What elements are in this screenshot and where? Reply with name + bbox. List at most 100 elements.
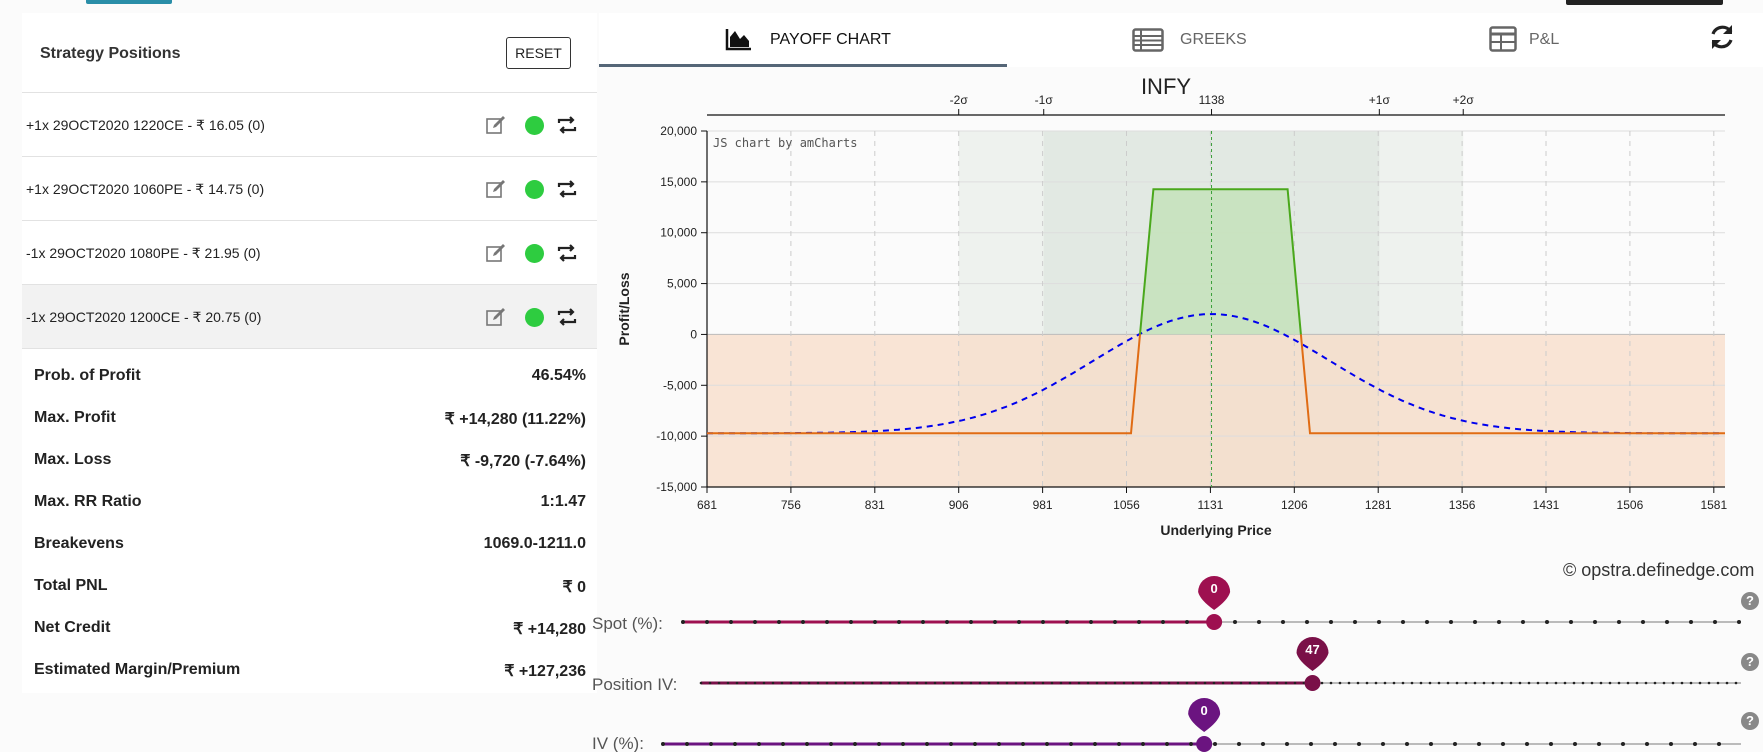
iv-slider[interactable]: 0 IV (%): ? [591, 692, 1763, 752]
status-dot-icon[interactable] [525, 180, 544, 199]
slider-step-dot [1165, 742, 1169, 746]
repeat-icon[interactable] [555, 305, 579, 334]
x-tick-label: 1056 [1113, 498, 1140, 512]
edit-icon[interactable] [484, 305, 508, 334]
slider-step-dot [1239, 681, 1243, 685]
spot-slider-label: Spot (%): [592, 614, 663, 633]
slider-step-dot [1549, 742, 1553, 746]
metric-value: ₹ +127,236 [504, 663, 586, 680]
slider-step-dot [789, 681, 793, 685]
edit-icon[interactable] [484, 241, 508, 270]
slider-step-dot [1357, 742, 1361, 746]
slider-step-dot [1381, 742, 1385, 746]
slider-step-dot [978, 681, 982, 685]
slider-step-dot [1680, 681, 1684, 685]
slider-step-dot [1689, 681, 1693, 685]
position-iv-slider[interactable]: 47 Position IV: ? [591, 631, 1763, 694]
repeat-icon[interactable] [555, 177, 579, 206]
spot-slider[interactable]: 0 Spot (%): ? [591, 570, 1763, 633]
slider-step-dot [709, 742, 713, 746]
slider-step-dot [729, 620, 733, 624]
status-dot-icon[interactable] [525, 116, 544, 135]
slider-step-dot [1140, 681, 1144, 685]
slider-step-dot [951, 681, 955, 685]
slider-step-dot [960, 681, 964, 685]
tab-payoff-chart[interactable]: PAYOFF CHART [599, 13, 1007, 67]
slider-thumb[interactable] [1206, 614, 1223, 630]
slider-step-dot [1059, 681, 1063, 685]
top-dark-button-fragment[interactable] [1566, 0, 1723, 5]
refresh-icon[interactable] [1707, 22, 1737, 57]
help-icon[interactable]: ? [1741, 712, 1759, 730]
slider-step-dot [1329, 681, 1333, 685]
tab-greeks[interactable]: GREEKS [1007, 13, 1389, 67]
slider-thumb[interactable] [1196, 736, 1213, 752]
metric-value: 1:1.47 [540, 493, 586, 510]
spot-slider-track[interactable]: 0 [591, 570, 1763, 630]
sigma-label: 1138 [1199, 93, 1225, 107]
slider-step-dot [1405, 742, 1409, 746]
slider-step-dot [1545, 681, 1549, 685]
slider-step-dot [1569, 620, 1573, 624]
slider-step-dot [1428, 681, 1432, 685]
slider-step-dot [1545, 620, 1549, 624]
slider-step-dot [987, 681, 991, 685]
slider-step-dot [933, 681, 937, 685]
slider-thumb[interactable] [1304, 675, 1321, 691]
slider-step-dot [726, 681, 730, 685]
position-text: -1x 29OCT2020 1080PE - ₹ 21.95 (0) [26, 245, 261, 261]
metric-label: Net Credit [34, 619, 111, 636]
slider-value: 0 [1201, 703, 1208, 718]
help-icon[interactable]: ? [1741, 592, 1759, 610]
slider-step-dot [1041, 620, 1045, 624]
slider-step-dot [1641, 620, 1645, 624]
slider-step-dot [853, 742, 857, 746]
slider-step-dot [1716, 681, 1720, 685]
slider-step-dot [825, 620, 829, 624]
strategy-panel: Strategy Positions RESET +1x 29OCT2020 1… [22, 13, 597, 693]
slider-step-dot [1689, 620, 1693, 624]
status-dot-icon[interactable] [525, 244, 544, 263]
slider-step-dot [861, 681, 865, 685]
slider-step-dot [897, 620, 901, 624]
tab-pnl[interactable]: P&L [1389, 13, 1689, 67]
status-dot-icon[interactable] [525, 308, 544, 327]
position-iv-slider-track[interactable]: 47 [591, 631, 1763, 691]
edit-icon[interactable] [484, 113, 508, 142]
slider-step-dot [1077, 681, 1081, 685]
slider-step-dot [1645, 742, 1649, 746]
slider-step-dot [1237, 742, 1241, 746]
slider-step-dot [1023, 681, 1027, 685]
slider-step-dot [1266, 681, 1270, 685]
slider-step-dot [1093, 742, 1097, 746]
payoff-chart[interactable]: 20,000 15,000 10,000 5,000 0 -5,000 -10,000 -15… [599, 67, 1763, 557]
repeat-icon[interactable] [555, 241, 579, 270]
y-axis-title: Profit/Loss [616, 272, 632, 345]
x-tick-label: 1431 [1533, 498, 1560, 512]
repeat-icon[interactable] [555, 113, 579, 142]
grid-table-icon [1489, 26, 1517, 57]
slider-step-dot [1383, 681, 1387, 685]
slider-step-dot [1617, 681, 1621, 685]
slider-step-dot [852, 681, 856, 685]
slider-step-dot [1597, 742, 1601, 746]
slider-step-dot [1185, 681, 1189, 685]
slider-step-dot [1113, 620, 1117, 624]
slider-step-dot [1045, 742, 1049, 746]
position-text: -1x 29OCT2020 1200CE - ₹ 20.75 (0) [26, 309, 262, 325]
slider-step-dot [1581, 681, 1585, 685]
edit-icon[interactable] [484, 177, 508, 206]
reset-button[interactable]: RESET [506, 37, 571, 69]
slider-step-dot [744, 681, 748, 685]
slider-step-dot [1347, 681, 1351, 685]
slider-step-dot [685, 742, 689, 746]
iv-slider-track[interactable]: 0 [591, 692, 1763, 752]
slider-step-dot [1453, 742, 1457, 746]
metric-value: 46.54% [531, 367, 586, 384]
slider-step-dot [1734, 681, 1738, 685]
x-tick-label: 1581 [1700, 498, 1727, 512]
help-icon[interactable]: ? [1741, 653, 1759, 671]
top-button-fragment[interactable] [86, 0, 172, 4]
slider-step-dot [1501, 742, 1505, 746]
slider-step-dot [1698, 681, 1702, 685]
